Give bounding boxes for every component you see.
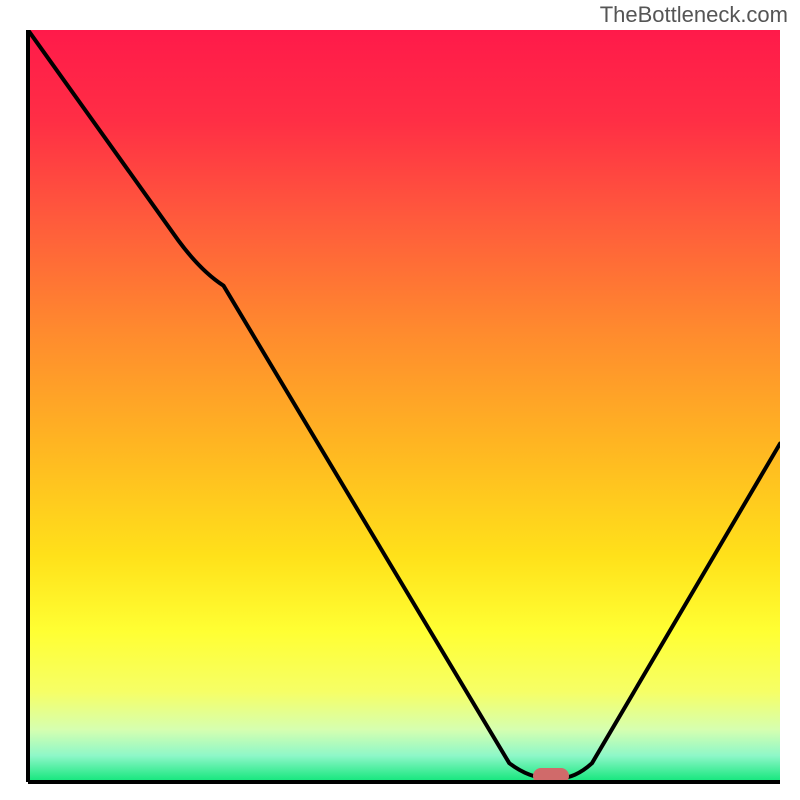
bottleneck-chart: TheBottleneck.com [0, 0, 800, 800]
watermark-text: TheBottleneck.com [600, 2, 788, 28]
axes [0, 0, 800, 800]
